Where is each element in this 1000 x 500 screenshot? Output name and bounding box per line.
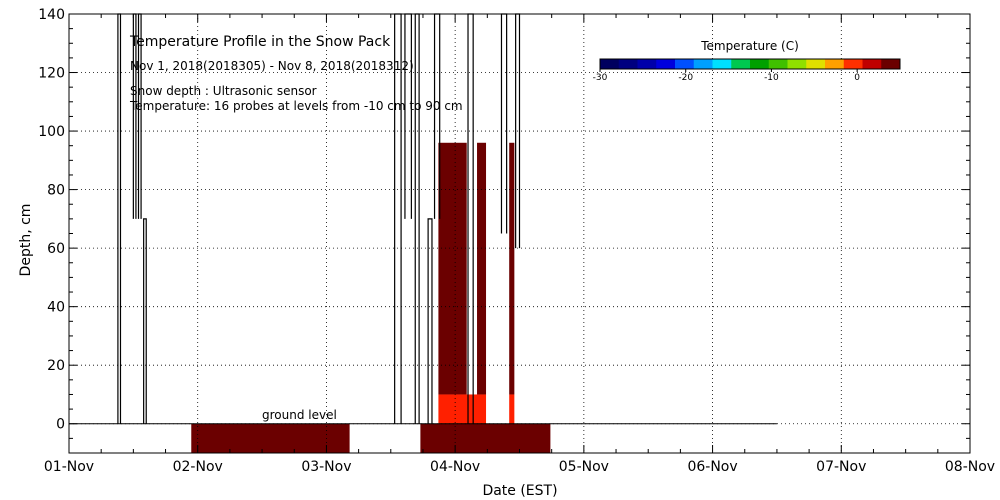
colorbar-title: Temperature (C): [700, 39, 799, 53]
snow-depth-spike: [143, 218, 147, 424]
colorbar-frame: [599, 58, 901, 70]
y-tick-label: 0: [56, 417, 65, 433]
y-tick-label: 80: [47, 183, 65, 199]
x-tick-label: 06-Nov: [687, 459, 737, 475]
colorbar-segment: [768, 59, 788, 69]
snow-depth-spike: [467, 13, 474, 424]
x-tick-label: 02-Nov: [173, 459, 223, 475]
colorbar-segment: [618, 59, 638, 69]
x-tick-label: 08-Nov: [945, 459, 995, 475]
snow-depth-spike: [414, 13, 420, 424]
snow-temperature-block: [509, 394, 515, 424]
y-tick-label: 20: [47, 358, 65, 374]
snow-depth-spike: [117, 13, 122, 424]
colorbar-segment: [806, 59, 826, 69]
colorbar-segment: [881, 59, 901, 69]
chart-title: Temperature Profile in the Snow Pack: [129, 34, 391, 50]
colorbar-tick-label: 0: [854, 73, 860, 83]
colorbar-segment: [731, 59, 751, 69]
y-tick-label: 120: [38, 66, 65, 82]
snow-temperature-block: [438, 394, 487, 424]
snow-depth-spike: [404, 13, 412, 219]
annotation-ground-level: ground level: [262, 408, 337, 422]
annotation-temperature-probes: Temperature: 16 probes at levels from -1…: [129, 99, 463, 113]
snow-depth-spike: [500, 13, 508, 234]
colorbar-segment: [825, 59, 845, 69]
colorbar-segment: [712, 59, 732, 69]
axes-layer: 01-Nov 02-Nov 03-Nov 04-Nov 05-Nov 06-Nov 07-N…: [38, 7, 995, 475]
colorbar-segment: [637, 59, 657, 69]
colorbar-segment: [843, 59, 863, 69]
x-tick-label: 05-Nov: [559, 459, 609, 475]
snow-temperature-block: [509, 142, 515, 395]
annotation-snow-depth: Snow depth : Ultrasonic sensor: [130, 84, 317, 98]
x-axis-label: Date (EST): [482, 483, 557, 499]
snow-depth-spike: [427, 218, 433, 424]
x-tick-label: 03-Nov: [301, 459, 351, 475]
colorbar-tick-label: -20: [678, 73, 693, 83]
colorbar-segment: [787, 59, 807, 69]
snow-temperature-block: [438, 142, 467, 395]
colorbar-tick-label: -10: [764, 73, 779, 83]
colorbar-tick-label: -30: [593, 73, 608, 83]
x-tick-label: 04-Nov: [430, 459, 480, 475]
snow-depth-spike: [394, 13, 402, 424]
y-tick-label: 60: [47, 241, 65, 257]
snow-temperature-block: [477, 142, 487, 395]
colorbar: -30 -20 -10 0: [593, 58, 901, 83]
temperature-blocks-layer: [191, 142, 551, 453]
snow-depth-layer: [69, 13, 777, 425]
y-tick-label: 40: [47, 300, 65, 316]
x-tick-label: 07-Nov: [816, 459, 866, 475]
colorbar-segment: [693, 59, 713, 69]
colorbar-segment: [750, 59, 770, 69]
y-tick-label: 100: [38, 124, 65, 140]
x-tick-label: 01-Nov: [44, 459, 94, 475]
ground-temperature-block: [420, 423, 551, 453]
chart-subtitle: Nov 1, 2018(2018305) - Nov 8, 2018(20183…: [130, 59, 414, 73]
y-tick-label: 140: [38, 7, 65, 23]
colorbar-segment: [600, 59, 620, 69]
y-axis-label: Depth, cm: [18, 204, 34, 277]
colorbar-segment: [862, 59, 882, 69]
colorbar-segment: [656, 59, 676, 69]
colorbar-segment: [675, 59, 695, 69]
ground-temperature-block: [191, 423, 350, 453]
